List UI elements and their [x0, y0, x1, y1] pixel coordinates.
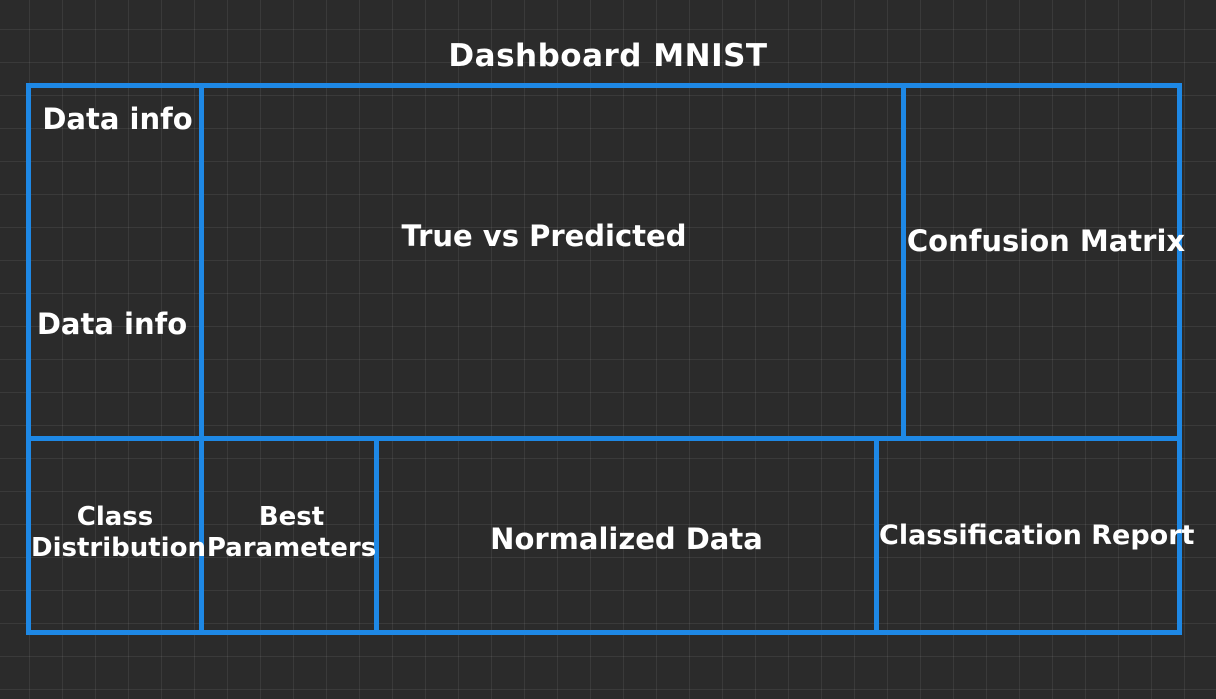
true-vs-predicted-label: True vs Predicted — [401, 219, 687, 253]
class-distribution-line-1: Class — [76, 502, 154, 532]
best-parameters-label: Best Parameters — [204, 502, 379, 564]
divider-horizontal — [26, 436, 1182, 441]
class-distribution-label: Class Distribution — [31, 502, 206, 564]
best-parameters-line-2: Parameters — [206, 533, 377, 564]
dashboard-frame — [26, 83, 1182, 635]
divider-left-column — [199, 83, 204, 439]
divider-class-distribution — [199, 436, 204, 635]
normalized-data-label: Normalized Data — [490, 522, 763, 556]
classification-report-label: Classification Report — [879, 520, 1195, 551]
class-distribution-line-2: Distribution — [31, 533, 206, 564]
divider-confusion-matrix — [901, 83, 906, 439]
dashboard-title: Dashboard MNIST — [448, 38, 768, 74]
data-info-top-label: Data info — [42, 102, 193, 136]
confusion-matrix-label: Confusion Matrix — [906, 224, 1186, 258]
divider-normalized-data — [874, 436, 879, 635]
best-parameters-line-1: Best — [258, 502, 325, 532]
data-info-bottom-label: Data info — [36, 307, 188, 341]
divider-best-parameters — [374, 436, 379, 635]
